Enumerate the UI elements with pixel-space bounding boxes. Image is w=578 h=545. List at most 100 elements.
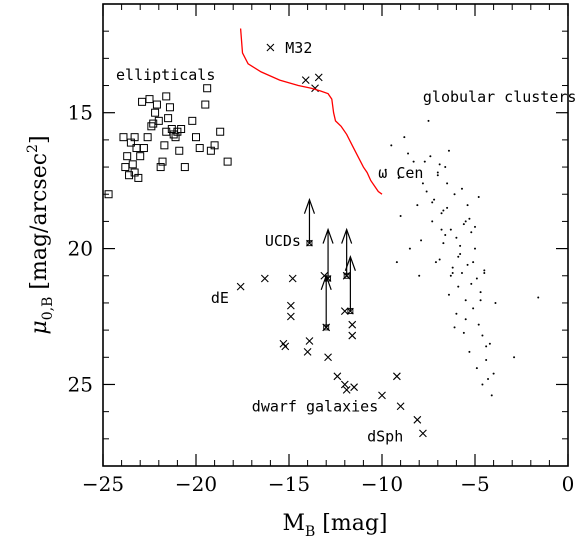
globular-cluster-point <box>479 291 482 294</box>
globular-cluster-point <box>438 258 441 261</box>
ucd-arrow-head <box>303 197 316 214</box>
globular-cluster-point <box>494 301 497 304</box>
globular-cluster-point <box>457 285 460 288</box>
elliptical-point <box>158 157 167 166</box>
globular-cluster-point <box>407 152 410 155</box>
globular-cluster-point <box>457 255 460 258</box>
globular-cluster-point <box>472 261 475 264</box>
globular-cluster-point <box>403 136 406 139</box>
globular-cluster-point <box>468 350 471 353</box>
globular-cluster-point <box>485 359 488 362</box>
dwarf-galaxy-point <box>314 73 323 82</box>
dwarf-galaxy-point <box>333 372 342 381</box>
globular-cluster-point <box>472 307 475 310</box>
elliptical-point <box>121 163 130 172</box>
elliptical-point <box>125 171 134 180</box>
dwarf-galaxy-point <box>266 43 275 52</box>
y-tick-label: 25 <box>68 372 93 396</box>
x-tick-label: −15 <box>268 472 310 496</box>
dwarf-galaxy-point <box>260 274 269 283</box>
globular-cluster-point <box>470 231 473 234</box>
annotations: ellipticals globular clusters M32 ω Cen UCDs… <box>116 39 576 446</box>
y-axis-label: μ0,B [mag/arcsec2] <box>25 135 56 334</box>
globular-cluster-point <box>421 182 424 185</box>
globular-cluster-point <box>464 220 467 223</box>
globular-cluster-point <box>464 318 467 321</box>
dwarf-galaxy-point <box>392 372 401 381</box>
globular-cluster-point <box>453 193 456 196</box>
globular-cluster-point <box>475 277 478 280</box>
elliptical-point <box>143 133 152 142</box>
globular-cluster-point <box>451 266 454 269</box>
globular-cluster-point <box>384 168 387 171</box>
globular-cluster-point <box>464 299 467 302</box>
globular-cluster-point <box>490 394 493 397</box>
globular-cluster-point <box>487 378 490 381</box>
elliptical-point <box>104 190 113 199</box>
globular-cluster-point <box>390 144 393 147</box>
dwarf-galaxy-point <box>396 402 405 411</box>
dwarf-galaxy-point <box>281 342 290 351</box>
plot-frame <box>102 3 569 467</box>
x-tick-label: −5 <box>460 472 489 496</box>
globular-cluster-point <box>468 217 471 220</box>
globular-cluster-point <box>436 174 439 177</box>
elliptical-point <box>128 160 137 169</box>
dwarf-galaxy-point <box>340 307 349 315</box>
dwarf-galaxy-point <box>348 320 357 329</box>
globular-cluster-point <box>425 190 428 193</box>
ucd-point <box>306 239 313 247</box>
globular-cluster-point <box>420 239 423 242</box>
dwarf-galaxy-point <box>301 76 310 84</box>
x-tick-label: −25 <box>82 472 124 496</box>
elliptical-point <box>167 125 176 134</box>
ucd-arrow-head <box>320 273 332 290</box>
globular-cluster-point <box>440 212 443 215</box>
globular-cluster-point <box>492 372 495 375</box>
elliptical-point <box>136 152 145 161</box>
globular-cluster-point <box>431 201 434 204</box>
x-axis-label: MB [mag] <box>282 511 387 540</box>
elliptical-point <box>151 108 160 117</box>
annotation-label: dSph <box>367 428 403 446</box>
globular-cluster-point <box>397 176 400 179</box>
elliptical-point <box>130 133 139 142</box>
annotation-label: M32 <box>285 39 312 57</box>
elliptical-point <box>139 144 148 153</box>
globular-cluster-point <box>513 356 516 359</box>
globular-cluster-point <box>442 209 445 212</box>
globular-cluster-point <box>447 293 450 296</box>
elliptical-point <box>180 163 189 172</box>
axis-ticks <box>102 4 569 466</box>
globular-cluster-point <box>442 242 445 245</box>
globular-cluster-point <box>446 206 449 209</box>
globular-cluster-point <box>474 247 476 250</box>
globular-cluster-point <box>462 331 465 334</box>
elliptical-point <box>192 133 200 142</box>
globular-cluster-point <box>474 225 476 228</box>
dwarf-galaxy-point <box>340 380 349 389</box>
annotation-label: dwarf galaxies <box>252 398 378 416</box>
dwarf-galaxy-point <box>342 386 351 394</box>
elliptical-point <box>188 116 197 125</box>
dwarf-galaxy-point <box>305 337 314 345</box>
y-tick-labels: 15 20 25 <box>68 101 93 397</box>
elliptical-point <box>147 122 156 131</box>
globular-cluster-point <box>440 228 443 231</box>
annotation-label: UCDs <box>265 232 301 250</box>
x-tick-label: 0 <box>562 472 575 496</box>
ucd-point <box>343 272 351 280</box>
globular-cluster-point <box>481 334 484 337</box>
annotation-label: ω Cen <box>378 164 423 182</box>
elliptical-point <box>223 157 232 166</box>
globular-cluster-point <box>416 204 419 207</box>
globular-cluster-point <box>449 228 452 231</box>
elliptical-point <box>165 103 174 112</box>
globular-cluster-point <box>537 296 540 299</box>
globular-cluster-point <box>412 160 415 163</box>
globular-cluster-point <box>485 345 488 348</box>
globular-cluster-point <box>455 236 458 239</box>
globular-cluster-point <box>408 247 411 250</box>
dwarf-galaxy-point <box>286 301 295 310</box>
